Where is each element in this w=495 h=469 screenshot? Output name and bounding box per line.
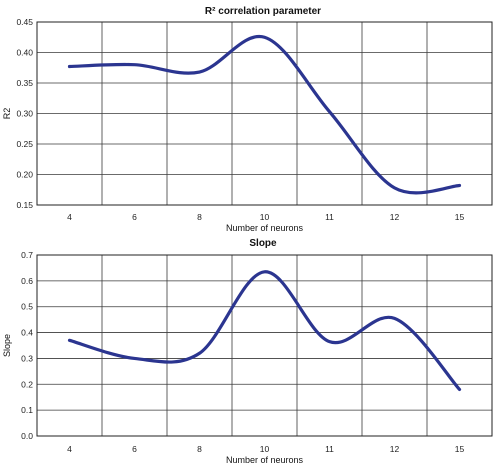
series-line [67,270,462,392]
series-lines [67,34,462,195]
y-tick-label: 0.6 [21,276,33,286]
x-axis-ticks: 4 6 8 10 11 12 15 [67,212,464,222]
y-axis-label: R2 [2,108,12,120]
x-tick-label: 4 [67,212,72,222]
x-tick-label: 10 [260,212,270,222]
x-tick-label: 12 [390,444,400,454]
x-tick-label: 11 [325,212,334,222]
x-axis-label: Number of neurons [226,455,304,465]
y-tick-label: 0.35 [16,78,33,88]
series-lines [67,270,462,392]
x-tick-label: 8 [197,212,202,222]
y-tick-label: 0.0 [21,431,33,441]
y-tick-label: 0.20 [16,170,33,180]
x-axis-ticks: 4 6 8 10 11 12 15 [67,444,464,454]
x-tick-label: 6 [132,212,137,222]
plot-frame [36,254,493,437]
y-tick-label: 0.3 [21,353,33,363]
series-line [67,34,462,195]
chart-title: R² correlation parameter [205,6,321,17]
y-tick-label: 0.15 [16,200,33,210]
y-tick-label: 0.40 [16,48,33,58]
x-tick-label: 6 [132,444,137,454]
y-tick-label: 0.2 [21,379,33,389]
x-axis-label: Number of neurons [226,223,304,233]
r2-chart: R² correlation parameter 0.15 0.20 0.25 0.3… [2,6,493,233]
gridlines [37,21,492,206]
x-tick-label: 11 [325,444,334,454]
y-tick-label: 0.30 [16,109,33,119]
chart-title: Slope [249,238,277,249]
plot-frame [36,21,493,206]
x-tick-label: 10 [260,444,270,454]
y-tick-label: 0.45 [16,17,33,27]
slope-chart: Slope 0.0 0.1 0.2 0.3 0.4 0.5 0.6 0.7 4 6 8 10 11 12… [2,238,493,465]
x-tick-label: 4 [67,444,72,454]
x-tick-label: 15 [455,212,465,222]
y-tick-label: 0.5 [21,302,33,312]
y-axis-label: Slope [2,334,12,357]
y-tick-label: 0.4 [21,328,33,338]
y-axis-ticks: 0.0 0.1 0.2 0.3 0.4 0.5 0.6 0.7 [21,250,33,441]
y-tick-label: 0.7 [21,250,33,260]
x-tick-label: 15 [455,444,465,454]
x-tick-label: 12 [390,212,400,222]
y-tick-label: 0.1 [21,405,33,415]
y-axis-ticks: 0.15 0.20 0.25 0.30 0.35 0.40 0.45 [16,17,33,210]
y-tick-label: 0.25 [16,139,33,149]
x-tick-label: 8 [197,444,202,454]
